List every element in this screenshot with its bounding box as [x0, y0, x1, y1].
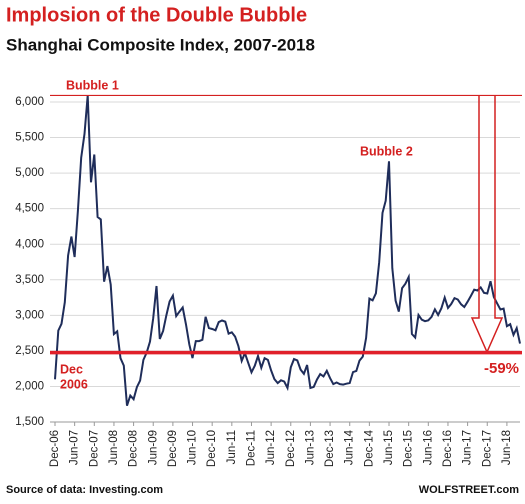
x-tick-label: Dec-11: [246, 430, 258, 466]
annotation: 2006: [60, 377, 88, 391]
credit: WOLFSTREET.com: [419, 484, 519, 496]
x-tick-label: Dec-09: [167, 430, 179, 467]
x-tick-label: Dec-06: [49, 430, 61, 467]
x-tick-label: Dec-07: [88, 430, 100, 467]
x-tick-label: Dec-14: [363, 429, 375, 467]
y-tick-label: 5,000: [15, 167, 44, 179]
y-tick-label: 5,500: [15, 132, 44, 144]
y-tick-label: 1,500: [15, 416, 44, 428]
y-tick-label: 3,000: [15, 309, 44, 321]
annotation: Dec: [60, 362, 83, 376]
chart-subtitle: Shanghai Composite Index, 2007-2018: [6, 35, 315, 54]
y-tick-label: 2,500: [15, 345, 44, 357]
x-tick-label: Dec-12: [285, 430, 297, 467]
x-tick-label: Jun-18: [501, 430, 513, 465]
annotation: Bubble 2: [360, 144, 413, 158]
x-tick-label: Jun-09: [147, 430, 159, 465]
x-tick-label: Dec-10: [206, 430, 218, 467]
x-tick-label: Jun-13: [304, 430, 316, 465]
plot-area: 1,500 2,000 2,500 3,000 3,500 4,000 4,500 5,000…: [15, 95, 521, 467]
x-tick-label: Jun-14: [344, 429, 356, 465]
source: Source of data: Investing.com: [6, 484, 163, 496]
annotation: -59%: [484, 360, 519, 377]
series-line: [54, 95, 521, 407]
x-tick-label: Dec-08: [128, 430, 140, 467]
y-tick-label: 6,000: [15, 96, 44, 108]
x-tick-label: Dec-13: [324, 430, 336, 467]
x-tick-label: Jun-11: [226, 430, 238, 464]
chart-title: Implosion of the Double Bubble: [6, 4, 307, 26]
y-tick-label: 4,000: [15, 238, 44, 250]
y-tick-label: 3,500: [15, 274, 44, 286]
x-tick-label: Jun-12: [265, 430, 277, 465]
x-tick-label: Dec-16: [442, 430, 454, 467]
y-tick-label: 4,500: [15, 203, 44, 215]
x-tick-label: Jun-16: [422, 430, 434, 465]
x-tick-label: Dec-15: [403, 430, 415, 467]
x-tick-label: Jun-07: [69, 430, 81, 465]
annotation: Bubble 1: [66, 78, 119, 92]
down-arrow: [470, 95, 504, 354]
y-tick-label: 2,000: [15, 380, 44, 392]
x-tick-label: Jun-15: [383, 430, 395, 465]
x-tick-label: Jun-10: [187, 430, 199, 465]
x-tick-label: Jun-08: [108, 430, 120, 465]
x-tick-label: Dec-17: [481, 430, 493, 467]
x-tick-label: Jun-17: [462, 430, 474, 465]
